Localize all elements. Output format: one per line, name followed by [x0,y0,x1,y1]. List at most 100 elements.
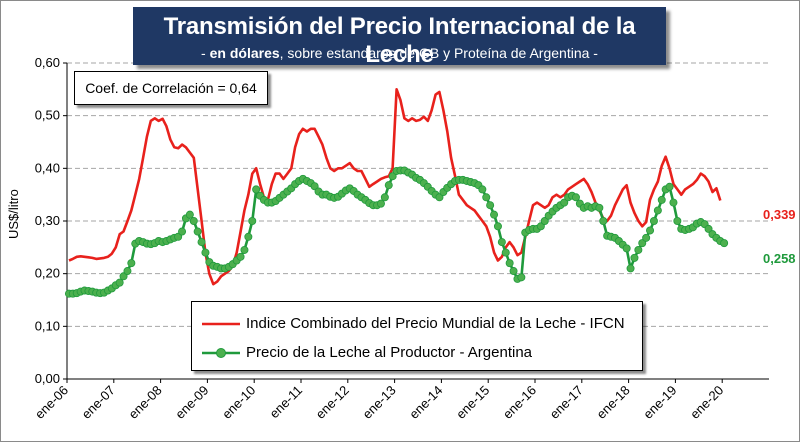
y-tick-label: 0,60 [35,55,60,70]
argentina-data-point [622,244,631,253]
argentina-data-point [490,210,499,219]
argentina-data-point [630,253,639,262]
ifcn-end-label: 0,339 [763,207,796,222]
argentina-data-point [240,245,249,254]
x-tick-label: ene-19 [640,383,679,422]
x-tick-label: ene-16 [500,383,539,422]
y-tick-label: 0,40 [35,160,60,175]
argentina-data-point [478,185,487,194]
argentina-data-point [486,201,495,210]
argentina-data-point [642,233,651,242]
argentina-data-point [248,216,257,225]
y-tick-labels: 0,00 0,10 0,20 0,30 0,40 0,50 0,60 [35,55,60,386]
ifcn-series-line [68,88,722,286]
subtitle-bold: en dólares [209,45,280,61]
argentina-data-point [185,210,194,219]
argentina-data-point [595,203,604,212]
series-lines [68,88,725,296]
argentina-data-point [178,227,187,236]
legend-swatch-ifcn [202,322,240,326]
y-tick-label: 0,50 [35,108,60,123]
axes [63,62,769,383]
subtitle-rest: , sobre estandares de GB y Proteína de A… [279,45,598,61]
x-tick-label: ene-09 [172,383,211,422]
x-tick-label: ene-14 [406,383,445,422]
x-tick-label: ene-08 [125,383,164,422]
argentina-data-point [119,272,128,281]
argentina-data-point [501,248,510,257]
argentina-data-point [376,199,385,208]
argentina-data-point [517,273,526,282]
legend-label-argentina: Precio de la Leche al Productor - Argent… [246,344,533,361]
argentina-data-point [669,198,678,207]
argentina-data-point [380,193,389,202]
argentina-data-point [174,232,183,241]
x-tick-label: ene-06 [32,383,71,422]
y-axis-label: US$/litro [6,189,21,239]
subtitle-prefix: - [201,45,210,61]
argentina-data-point [482,193,491,202]
argentina-data-point [497,238,506,247]
argentina-data-point [673,216,682,225]
argentina-data-point [310,182,319,191]
x-tick-label: ene-20 [687,383,726,422]
legend: Indice Combinado del Precio Mundial de l… [191,301,643,371]
legend-swatch-argentina [202,348,240,358]
argentina-data-point [649,216,658,225]
argentina-data-point [665,182,674,191]
argentina-data-point [638,239,647,248]
y-tick-label: 0,30 [35,213,60,228]
y-tick-label: 0,10 [35,318,60,333]
x-tick-label: ene-17 [547,383,586,422]
argentina-data-point [115,278,124,287]
argentina-data-point [560,198,569,207]
x-tick-label: ene-15 [453,383,492,422]
argentina-data-point [626,264,635,273]
x-tick-label: ene-07 [79,383,118,422]
argentina-data-point [384,181,393,190]
argentina-data-point [493,222,502,231]
argentina-data-point [197,238,206,247]
x-tick-label: ene-10 [219,383,258,422]
argentina-series-line [69,169,725,296]
legend-item-argentina: Precio de la Leche al Productor - Argent… [192,342,642,364]
argentina-data-point [599,216,608,225]
x-tick-label: ene-11 [267,383,306,422]
argentina-data-point [388,172,397,181]
argentina-data-point [646,226,655,235]
argentina-data-point [653,206,662,215]
x-tick-label: ene-18 [593,383,632,422]
x-tick-label: ene-13 [359,383,398,422]
series-markers [64,166,729,298]
argentina-data-point [189,216,198,225]
argentina-data-point [123,267,132,276]
argentina-data-point [571,193,580,202]
legend-label-ifcn: Indice Combinado del Precio Mundial de l… [246,315,625,332]
y-tick-label: 0,20 [35,266,60,281]
x-tick-label: ene-12 [313,383,352,422]
chart-subtitle: - en dólares, sobre estandares de GB y P… [133,45,666,61]
argentina-data-point [704,224,713,233]
argentina-data-point [244,232,253,241]
argentina-data-point [252,185,261,194]
argentina-data-point [193,227,202,236]
argentina-data-point [236,252,245,261]
argentina-end-label: 0,258 [763,251,796,266]
argentina-data-point [540,216,549,225]
argentina-data-point [435,193,444,202]
y-tick-label: 0,00 [35,371,60,386]
argentina-data-point [536,222,545,231]
chart-title: Transmisión del Precio Internacional de … [163,13,636,68]
x-tick-labels: ene-06 ene-07 ene-08 ene-09 ene-10 ene-11 ene-… [32,383,726,422]
title-banner: Transmisión del Precio Internacional de … [133,7,666,68]
argentina-data-point [657,195,666,204]
argentina-data-point [505,259,514,268]
argentina-data-point [720,239,729,248]
legend-item-ifcn: Indice Combinado del Precio Mundial de l… [192,313,642,335]
correlation-box: Coef. de Correlación = 0,64 [74,71,268,105]
argentina-data-point [201,248,210,257]
argentina-data-point [509,267,518,276]
argentina-data-point [634,245,643,254]
